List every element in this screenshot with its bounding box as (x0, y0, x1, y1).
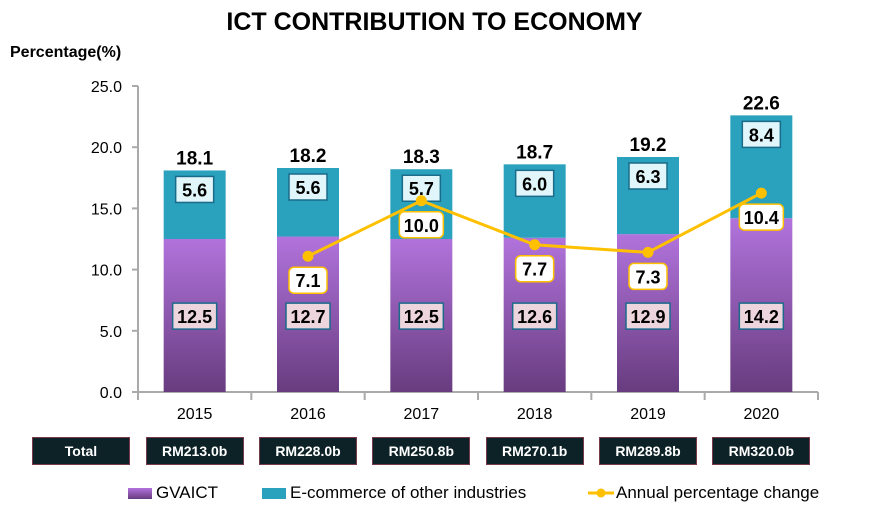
total-row-value: RM213.0b (145, 437, 244, 465)
ecommerce-data-label-box (628, 162, 668, 190)
total-label: 22.6 (743, 93, 780, 114)
total-row-value: RM289.8b (599, 437, 697, 465)
y-tick-label: 0.0 (100, 385, 122, 402)
annual-change-point (529, 239, 541, 251)
gvaict-data-label-box (171, 302, 218, 330)
total-row-value: RM270.1b (485, 437, 584, 465)
x-tick-label: 2016 (290, 406, 326, 423)
total-row-value: RM250.8b (372, 437, 471, 465)
gvaict-data-label: 14.2 (744, 307, 779, 327)
y-tick-label: 20.0 (91, 140, 122, 157)
annual-change-data-label-box (514, 254, 555, 283)
total-row-label: Total (32, 437, 130, 465)
annual-change-data-label: 10.0 (404, 216, 439, 236)
ecommerce-data-label: 5.6 (182, 180, 207, 200)
legend-label: GVAICT (156, 483, 219, 502)
y-tick-label: 10.0 (91, 263, 122, 280)
y-tick-label: 25.0 (91, 79, 122, 96)
total-label: 19.2 (630, 135, 667, 156)
annual-change-data-label: 7.7 (522, 260, 547, 280)
y-tick-label: 15.0 (91, 201, 122, 218)
legend-label: E-commerce of other industries (290, 483, 527, 502)
gvaict-data-label-box (285, 302, 331, 330)
total-label: 18.3 (403, 147, 440, 168)
legend-item-annual-change: Annual percentage change (588, 483, 819, 503)
ecommerce-data-label-box (174, 175, 215, 204)
gvaict-data-label-box (625, 302, 671, 330)
x-tick-label: 2019 (630, 406, 666, 423)
ecommerce-data-label: 6.3 (635, 167, 660, 187)
y-tick-label: 5.0 (100, 324, 122, 341)
y-axis-label: Percentage(%) (10, 44, 122, 61)
x-tick-label: 2015 (177, 406, 213, 423)
ecommerce-data-label-box (514, 169, 555, 198)
annual-change-data-label-box (628, 262, 668, 291)
total-label: 18.1 (176, 148, 213, 169)
ecommerce-data-label: 5.7 (409, 179, 434, 199)
ecommerce-data-label: 5.6 (295, 178, 320, 198)
annual-change-data-label-box (288, 266, 328, 294)
gvaict-data-label-box (398, 302, 445, 330)
ecommerce-data-label: 6.0 (522, 174, 547, 194)
legend-label: Annual percentage change (616, 483, 820, 502)
annual-change-data-label-box (398, 211, 445, 239)
annual-change-data-label: 10.4 (744, 208, 779, 228)
total-row-value: RM228.0b (259, 437, 357, 465)
total-label: 18.2 (290, 146, 327, 167)
annual-change-point (642, 246, 654, 258)
total-label: 18.7 (516, 142, 553, 163)
gvaict-data-label: 12.5 (177, 307, 212, 327)
gvaict-data-label-box (738, 302, 785, 330)
legend-line-marker (588, 488, 614, 498)
legend-swatch (262, 487, 286, 499)
annual-change-point (302, 250, 314, 262)
gvaict-data-label-box (511, 302, 558, 330)
x-tick-label: 2017 (404, 406, 440, 423)
gvaict-data-label: 12.5 (404, 307, 439, 327)
ecommerce-data-label: 8.4 (749, 125, 774, 145)
legend-item-gvaict: GVAICT (128, 483, 218, 503)
annual-change-data-label-box (738, 203, 785, 231)
gvaict-data-label: 12.6 (517, 307, 552, 327)
legend-swatch (128, 487, 152, 499)
annual-change-point (415, 195, 427, 207)
chart-title: ICT CONTRIBUTION TO ECONOMY (226, 8, 643, 36)
total-row-value: RM320.0b (712, 437, 811, 465)
annual-change-point (755, 187, 767, 199)
legend-item-ecommerce: E-commerce of other industries (262, 483, 526, 503)
x-tick-label: 2020 (744, 406, 780, 423)
x-tick-label: 2018 (517, 406, 553, 423)
gvaict-data-label: 12.9 (630, 307, 665, 327)
ecommerce-data-label-box (741, 120, 782, 149)
ecommerce-data-label-box (288, 173, 328, 201)
annual-change-data-label: 7.1 (295, 271, 320, 291)
gvaict-data-label: 12.7 (290, 307, 325, 327)
annual-change-data-label: 7.3 (635, 267, 660, 287)
